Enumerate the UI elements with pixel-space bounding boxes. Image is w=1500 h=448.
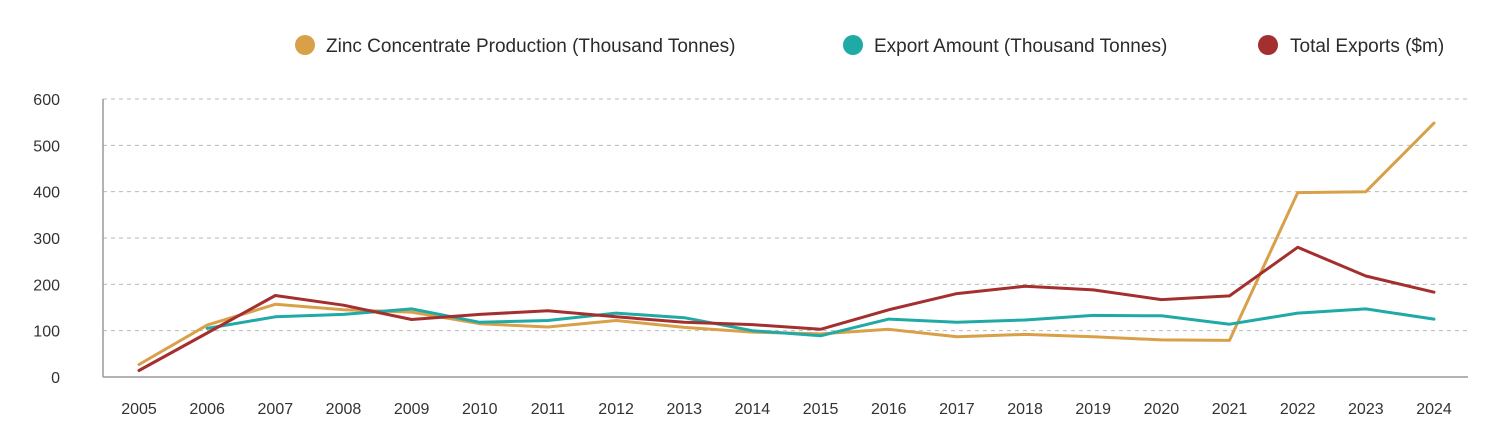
legend-item-export-amount[interactable]: Export Amount (Thousand Tonnes) [843,35,1167,57]
x-tick-label: 2008 [326,401,362,418]
x-tick-label: 2010 [462,401,498,418]
legend-marker-zinc-production [295,35,315,55]
y-tick-label: 100 [33,324,60,341]
gridlines [103,98,1468,332]
x-tick-label: 2011 [531,401,566,418]
x-tick-label: 2023 [1348,401,1384,418]
x-tick-label: 2013 [666,401,702,418]
x-tick-label: 2018 [1007,401,1043,418]
legend-marker-total-exports [1258,35,1278,55]
x-tick-label: 2015 [803,401,839,418]
y-tick-label: 300 [33,231,60,248]
legend-marker-export-amount [843,35,863,55]
series-export-amount [205,307,1436,338]
legend-label-export-amount: Export Amount (Thousand Tonnes) [874,36,1167,57]
x-tick-label: 2009 [394,401,430,418]
legend-label-zinc-production: Zinc Concentrate Production (Thousand To… [326,36,735,57]
x-tick-label: 2007 [258,401,294,418]
y-tick-label: 400 [33,185,60,202]
y-tick-label: 500 [33,138,60,155]
y-tick-label: 0 [51,370,60,387]
y-tick-label: 600 [33,92,60,109]
legend-item-total-exports[interactable]: Total Exports ($m) [1258,35,1444,57]
x-tick-label: 2020 [1144,401,1180,418]
x-tick-label: 2016 [871,401,907,418]
x-tick-label: 2024 [1416,401,1452,418]
x-tick-label: 2005 [121,401,157,418]
x-tick-label: 2017 [939,401,975,418]
x-tick-label: 2012 [598,401,634,418]
series-lines [137,121,1436,372]
legend-label-total-exports: Total Exports ($m) [1290,36,1444,57]
x-tick-label: 2021 [1212,401,1248,418]
series-total-exports [137,245,1436,372]
legend: Zinc Concentrate Production (Thousand To… [295,35,1444,57]
x-tick-label: 2019 [1075,401,1111,418]
x-tick-label: 2022 [1280,401,1316,418]
x-tick-label: 2014 [735,401,771,418]
y-tick-label: 200 [33,277,60,294]
y-axis-ticks: 0 100 200 300 400 500 600 [33,92,60,387]
legend-item-zinc-production[interactable]: Zinc Concentrate Production (Thousand To… [295,35,735,57]
x-tick-label: 2006 [189,401,225,418]
x-axis-ticks: 2005 2006 2007 2008 2009 2010 2011 2012 2013 2014… [121,401,1452,418]
